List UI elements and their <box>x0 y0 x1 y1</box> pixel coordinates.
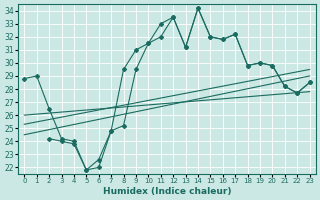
X-axis label: Humidex (Indice chaleur): Humidex (Indice chaleur) <box>103 187 231 196</box>
